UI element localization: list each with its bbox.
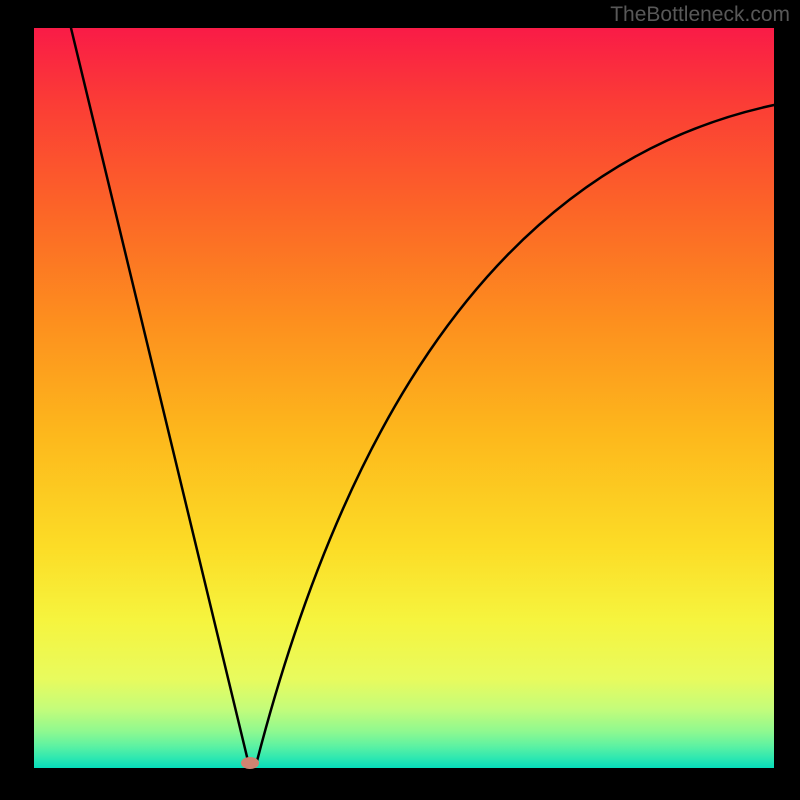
bottleneck-chart bbox=[0, 0, 800, 800]
chart-container: TheBottleneck.com bbox=[0, 0, 800, 800]
plot-background bbox=[34, 28, 774, 768]
watermark-text: TheBottleneck.com bbox=[610, 3, 790, 27]
optimal-point-marker bbox=[241, 757, 259, 769]
